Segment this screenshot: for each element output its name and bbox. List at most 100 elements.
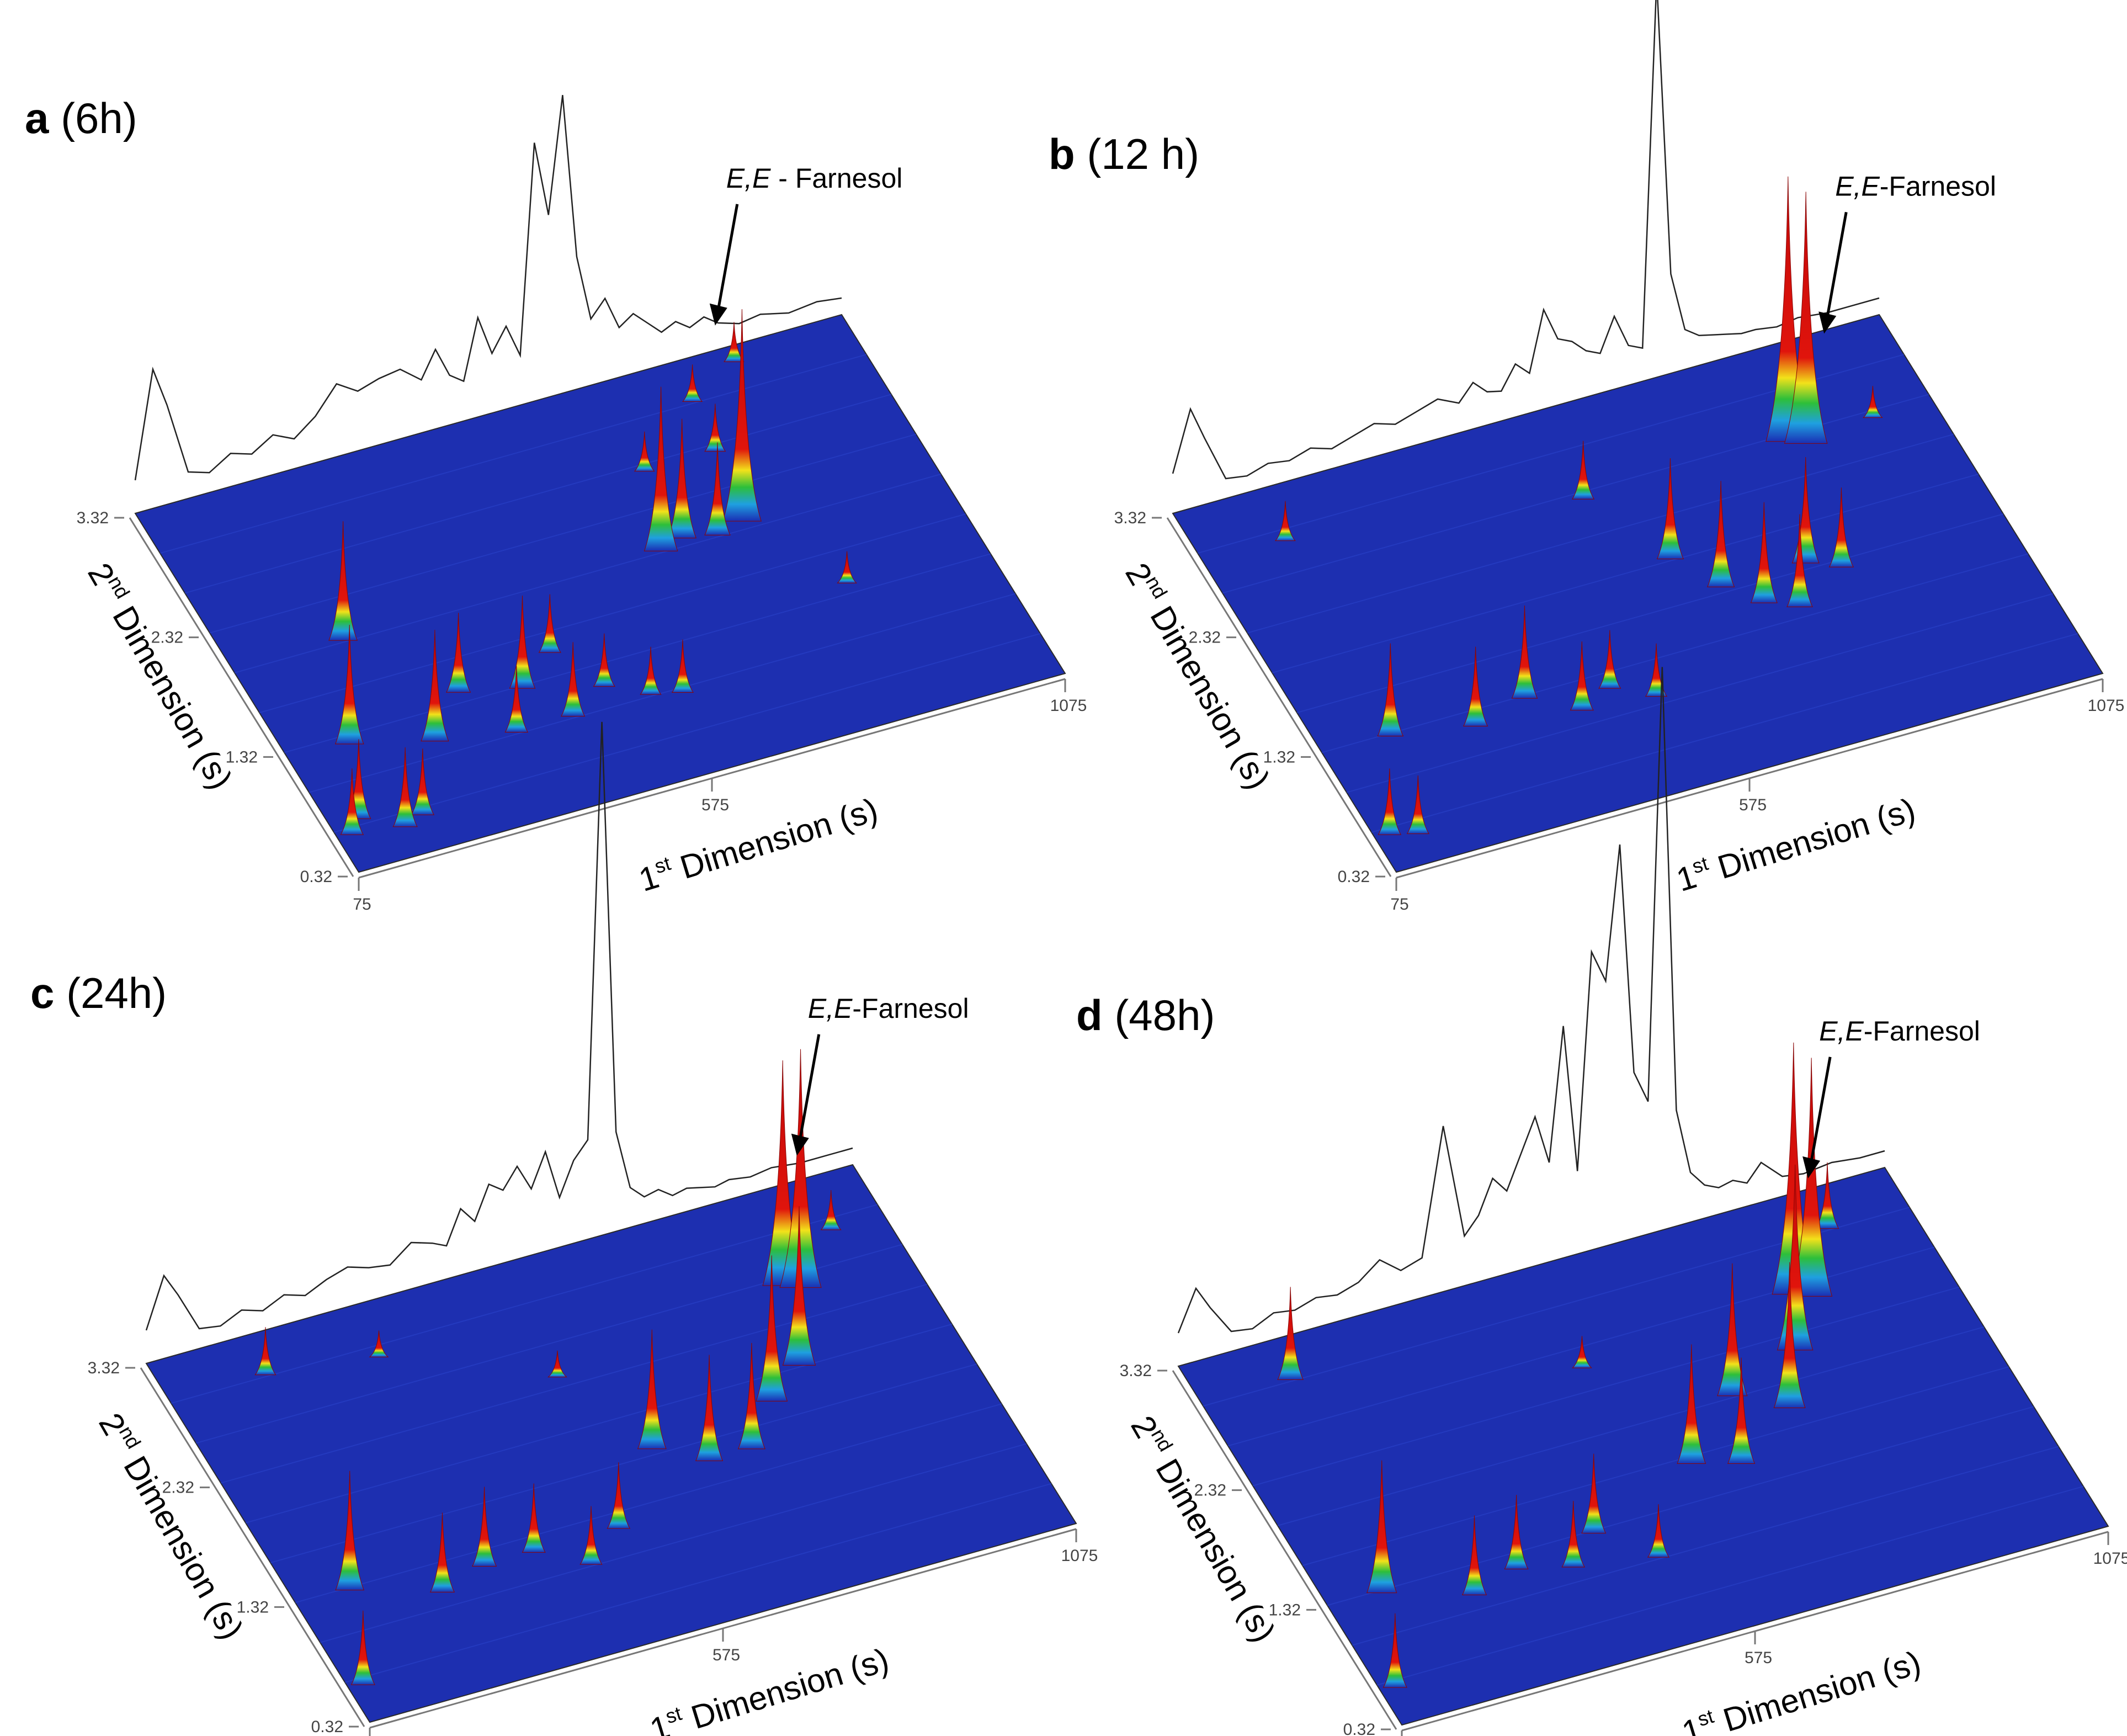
tic-trace <box>1172 0 1880 480</box>
peak <box>634 431 655 472</box>
x-tick-label: 1075 <box>2088 697 2125 715</box>
peak <box>254 1327 276 1376</box>
y-tick-label: 3.32 <box>88 1359 120 1377</box>
peak <box>682 364 703 402</box>
peak <box>538 594 561 653</box>
peak <box>1511 606 1538 699</box>
peak <box>640 646 662 695</box>
peak <box>1727 1357 1756 1464</box>
peak <box>561 642 586 717</box>
peak <box>1784 192 1828 444</box>
y-tick-label: 1.32 <box>237 1598 269 1616</box>
y-axis-line <box>129 517 354 877</box>
peak <box>782 1206 816 1366</box>
peak <box>1382 1613 1407 1688</box>
peak <box>504 666 529 732</box>
panel-a-time: (6h) <box>61 94 137 142</box>
panel-c-time: (24h) <box>66 969 167 1017</box>
y-tick-label: 1.32 <box>1263 748 1295 766</box>
surface-streak <box>1321 553 2029 753</box>
peak <box>445 613 471 693</box>
peak <box>1647 1504 1670 1558</box>
surface-streak <box>333 633 1041 833</box>
peak <box>1790 1058 1833 1297</box>
surface-streak <box>309 593 1016 793</box>
tic-trace <box>145 721 853 1331</box>
surface-streak <box>270 1363 977 1564</box>
peak <box>704 442 731 535</box>
x-tick-label: 575 <box>712 1646 740 1664</box>
annotation-arrow <box>797 1034 821 1145</box>
peak <box>334 624 364 745</box>
surface-streak <box>220 1283 928 1484</box>
peak <box>1706 481 1735 587</box>
panel-c-label: c (24h) <box>30 971 167 1015</box>
surface-streak <box>344 1483 1052 1683</box>
y-tick-label: 3.32 <box>1120 1362 1152 1380</box>
peak <box>369 1330 389 1357</box>
panel-c-letter: c <box>30 969 55 1017</box>
x-tick-label: 75 <box>1390 895 1408 914</box>
chart-panel-a: 0.32 1.32 2.32 3.32 75 575 1075 1st Dimension (… <box>0 0 1087 914</box>
x-tick-label: 575 <box>1745 1649 1772 1667</box>
x-axis-label: 1st Dimension (s) <box>645 1639 893 1736</box>
peak <box>579 1506 603 1565</box>
chart-panel-d: 0.32 1.32 2.32 3.32 75 575 1075 1st Dimension (… <box>1043 667 2127 1736</box>
surface-streak <box>1277 1326 1985 1526</box>
y-tick-label: 0.32 <box>300 868 332 886</box>
peak <box>1572 1336 1592 1368</box>
peak <box>607 1462 631 1529</box>
farnesol-annotation: E,E-Farnesol <box>1835 171 1996 201</box>
tic-trace <box>1177 667 1885 1334</box>
x-tick-label: 1075 <box>2093 1549 2127 1568</box>
surface-streak <box>1371 633 2078 833</box>
arrow-head-icon <box>791 1133 809 1156</box>
peak <box>328 521 358 641</box>
y-tick-label: 3.32 <box>77 509 109 527</box>
y-tick-label: 1.32 <box>226 748 258 766</box>
surface-streak <box>1296 513 2004 714</box>
peak <box>737 1342 766 1450</box>
peak <box>392 747 418 827</box>
peak <box>411 748 435 815</box>
peak <box>695 1355 724 1462</box>
peak <box>1406 775 1429 834</box>
x-axis-label: 1st Dimension (s) <box>1677 1642 1925 1736</box>
peak <box>1581 1453 1607 1534</box>
peak <box>1656 458 1684 560</box>
arrow-head-icon <box>1818 311 1837 334</box>
panel-b-label: b (12 h) <box>1049 132 1199 176</box>
peak <box>335 1470 365 1591</box>
surface-streak <box>259 513 966 714</box>
peak <box>1828 487 1854 567</box>
surface-streak <box>1352 1446 2059 1646</box>
peak <box>644 386 678 551</box>
peak <box>1378 768 1402 835</box>
farnesol-annotation: E,E-Farnesol <box>1819 1016 1980 1047</box>
surface-streak <box>1252 1286 1960 1487</box>
surface-plane <box>145 1164 1077 1723</box>
peak <box>820 1190 842 1230</box>
peak <box>1463 646 1488 727</box>
surface-plane <box>1177 1166 2109 1726</box>
peak <box>1598 630 1621 689</box>
surface-streak <box>1302 1366 2009 1567</box>
peak <box>756 1255 788 1401</box>
surface-streak <box>284 553 991 753</box>
surface-streak <box>171 1204 878 1404</box>
surface-streak <box>1247 433 1954 634</box>
peak <box>1377 643 1404 736</box>
peak <box>1570 641 1594 711</box>
peak <box>1461 1515 1487 1595</box>
chart-panel-c: 0.32 1.32 2.32 3.32 75 575 1075 1st Dimension (… <box>11 721 1098 1736</box>
y-tick-label: 2.32 <box>162 1479 194 1497</box>
panel-b-time: (12 h) <box>1087 130 1200 178</box>
y-tick-label: 0.32 <box>1338 868 1370 886</box>
annotation-arrow <box>1825 211 1848 323</box>
tic-trace <box>134 95 842 481</box>
peak <box>593 633 615 687</box>
peak <box>1504 1495 1529 1570</box>
arrow-head-icon <box>1802 1156 1821 1178</box>
